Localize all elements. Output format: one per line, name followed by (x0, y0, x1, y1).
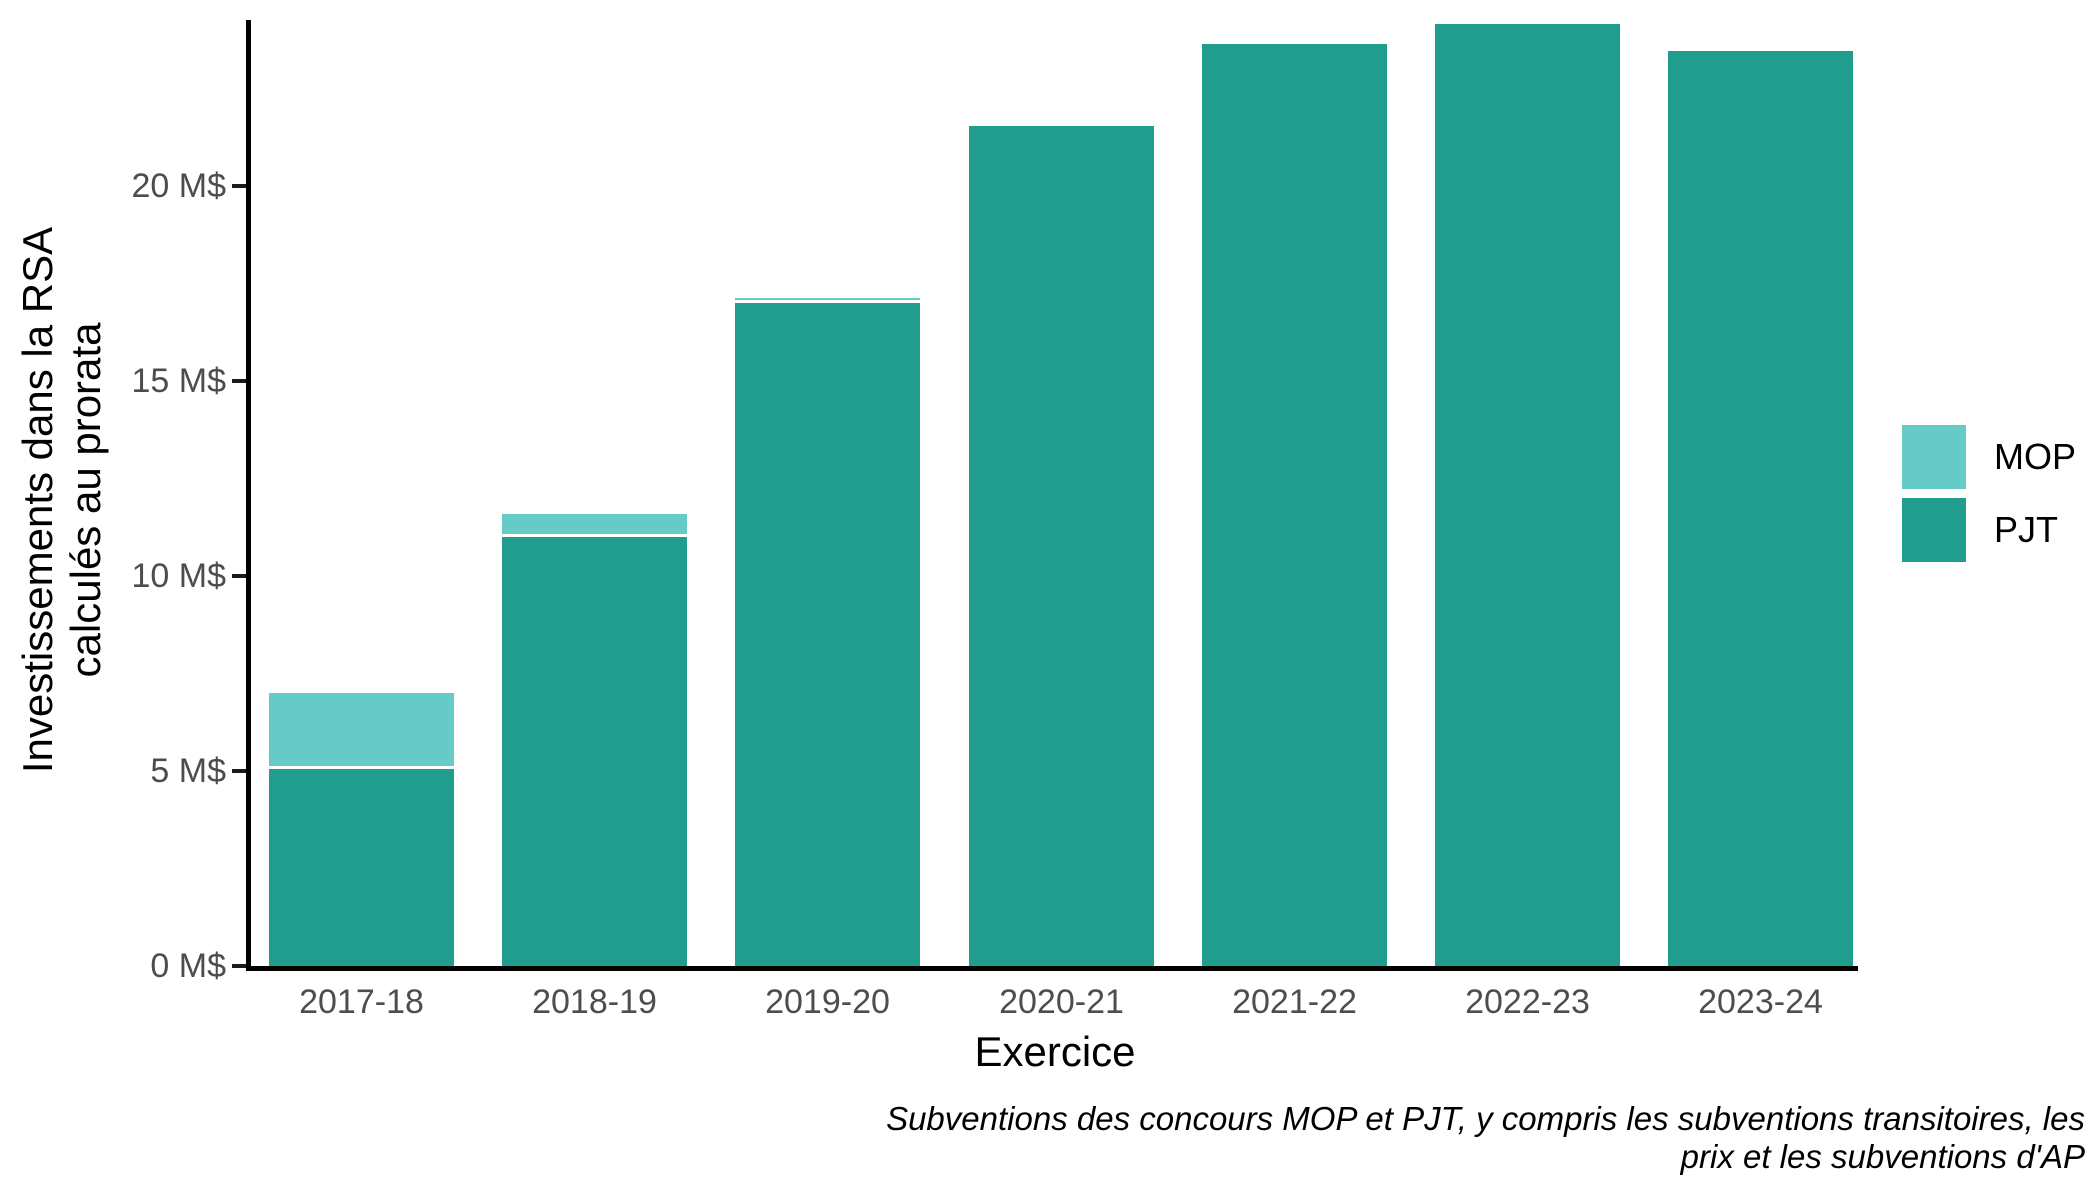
y-tick-label: 20 M$ (131, 167, 227, 205)
y-axis-line (246, 20, 251, 971)
x-axis-title: Exercice (974, 1028, 1136, 1075)
y-tick-mark (232, 379, 246, 383)
x-tick-label: 2023-24 (1698, 983, 1823, 1021)
y-axis-title-line2: calculés au prorata (62, 322, 109, 678)
y-tick-label: 0 M$ (150, 947, 226, 985)
legend-swatch-mop (1902, 425, 1966, 489)
legend-label-mop: MOP (1994, 436, 2077, 477)
bar-segment-mop (269, 693, 454, 769)
bar-segment-pjt (1435, 24, 1620, 966)
bar-segment-mop (502, 514, 687, 537)
y-tick-mark (232, 769, 246, 773)
bar-segment-pjt (735, 303, 920, 966)
y-tick-label: 5 M$ (150, 752, 226, 790)
chart-caption: Subventions des concours MOP et PJT, y c… (886, 1100, 2085, 1176)
bar-segment-pjt (1668, 51, 1853, 966)
x-tick-label: 2021-22 (1232, 983, 1357, 1021)
legend-label-pjt: PJT (1994, 509, 2059, 550)
bar-segment-pjt (969, 126, 1154, 966)
y-tick-mark (232, 964, 246, 968)
y-tick-label: 10 M$ (131, 557, 227, 595)
bar-segment-pjt (269, 769, 454, 966)
caption-line2: prix et les subventions d'AP (1680, 1138, 2085, 1175)
y-axis-title: Investissements dans la RSA calculés au … (14, 150, 110, 850)
legend-swatch-pjt (1902, 498, 1966, 562)
y-tick-mark (232, 184, 246, 188)
caption-line1: Subventions des concours MOP et PJT, y c… (886, 1100, 2085, 1137)
bar-segment-pjt (1202, 44, 1387, 966)
bar-segment-pjt (502, 537, 687, 966)
bar-segment-mop (735, 298, 920, 303)
x-tick-label: 2018-19 (532, 983, 657, 1021)
x-tick-label: 2022-23 (1465, 983, 1590, 1021)
y-axis-title-line1: Investissements dans la RSA (14, 226, 61, 774)
y-tick-label: 15 M$ (131, 362, 227, 400)
x-tick-label: 2017-18 (299, 983, 424, 1021)
x-axis-line (246, 966, 1858, 971)
y-tick-mark (232, 574, 246, 578)
x-tick-label: 2020-21 (999, 983, 1124, 1021)
x-tick-label: 2019-20 (765, 983, 890, 1021)
